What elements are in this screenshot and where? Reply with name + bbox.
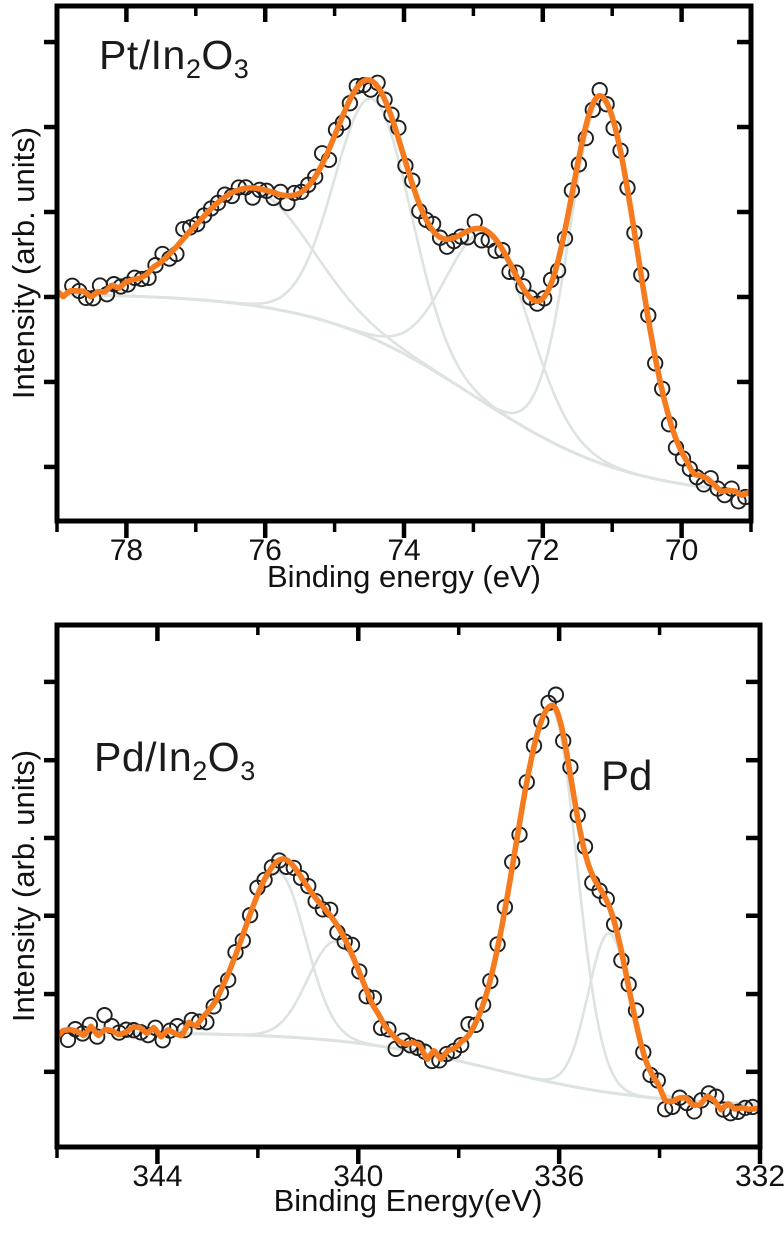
pt-yaxis-title: Intensity (arb. units) <box>6 126 41 400</box>
pd-title-text: Pd/In <box>94 734 193 780</box>
pd-spectrum-curves <box>59 686 758 1122</box>
pt-spectrum-data-points <box>64 74 749 510</box>
pd-title-sub2: 2 <box>192 756 208 787</box>
pt-spectrum-curves <box>59 74 749 510</box>
pd-spectrum-x-tick-label: 336 <box>534 1160 585 1193</box>
pd-plot-title: Pd/In2O3 <box>94 734 256 787</box>
pd-spectrum-ticks <box>44 625 763 1164</box>
pd-spectrum-x-tick-label: 344 <box>132 1160 183 1193</box>
pt-title-o: O <box>201 32 234 78</box>
pt-title-sub3: 3 <box>233 54 250 85</box>
pt-spectrum-component-2 <box>59 231 749 493</box>
pd-peak-annotation: Pd <box>601 752 653 799</box>
pt-spectrum-x-tick-label: 76 <box>248 534 282 567</box>
pt-spectrum-component-3 <box>59 187 749 493</box>
pd-title-sub3: 3 <box>240 756 256 787</box>
pd-spectrum-x-tick-label: 332 <box>734 1160 784 1193</box>
pd-spectrum-fit-curve <box>59 702 758 1113</box>
pt-xaxis-title: Binding energy (eV) <box>267 559 541 594</box>
pd-xaxis-title: Binding Energy(eV) <box>273 1183 543 1218</box>
pd-title-o: O <box>207 734 241 780</box>
pt-spectrum-x-tick-label: 70 <box>664 534 699 567</box>
pt-spectrum-x-tick-label: 78 <box>109 534 144 567</box>
pt-spectrum-ticks <box>44 6 753 538</box>
pd-spectrum-data-points <box>59 686 758 1122</box>
pd-yaxis-title: Intensity (arb. units) <box>6 749 41 1023</box>
pt-spectrum-x-tick-label: 72 <box>526 534 560 567</box>
pt-spectrum-fit-curve <box>59 77 749 499</box>
pd-spectrum-x-tick-label: 340 <box>333 1160 384 1193</box>
pd-spectrum-frame <box>54 622 763 1150</box>
pt-title-sub2: 2 <box>185 54 202 85</box>
pt-title-text: Pt/In <box>99 32 186 78</box>
pt-spectrum-x-tick-label: 74 <box>387 534 421 567</box>
pt-plot-title: Pt/In2O3 <box>99 32 249 85</box>
